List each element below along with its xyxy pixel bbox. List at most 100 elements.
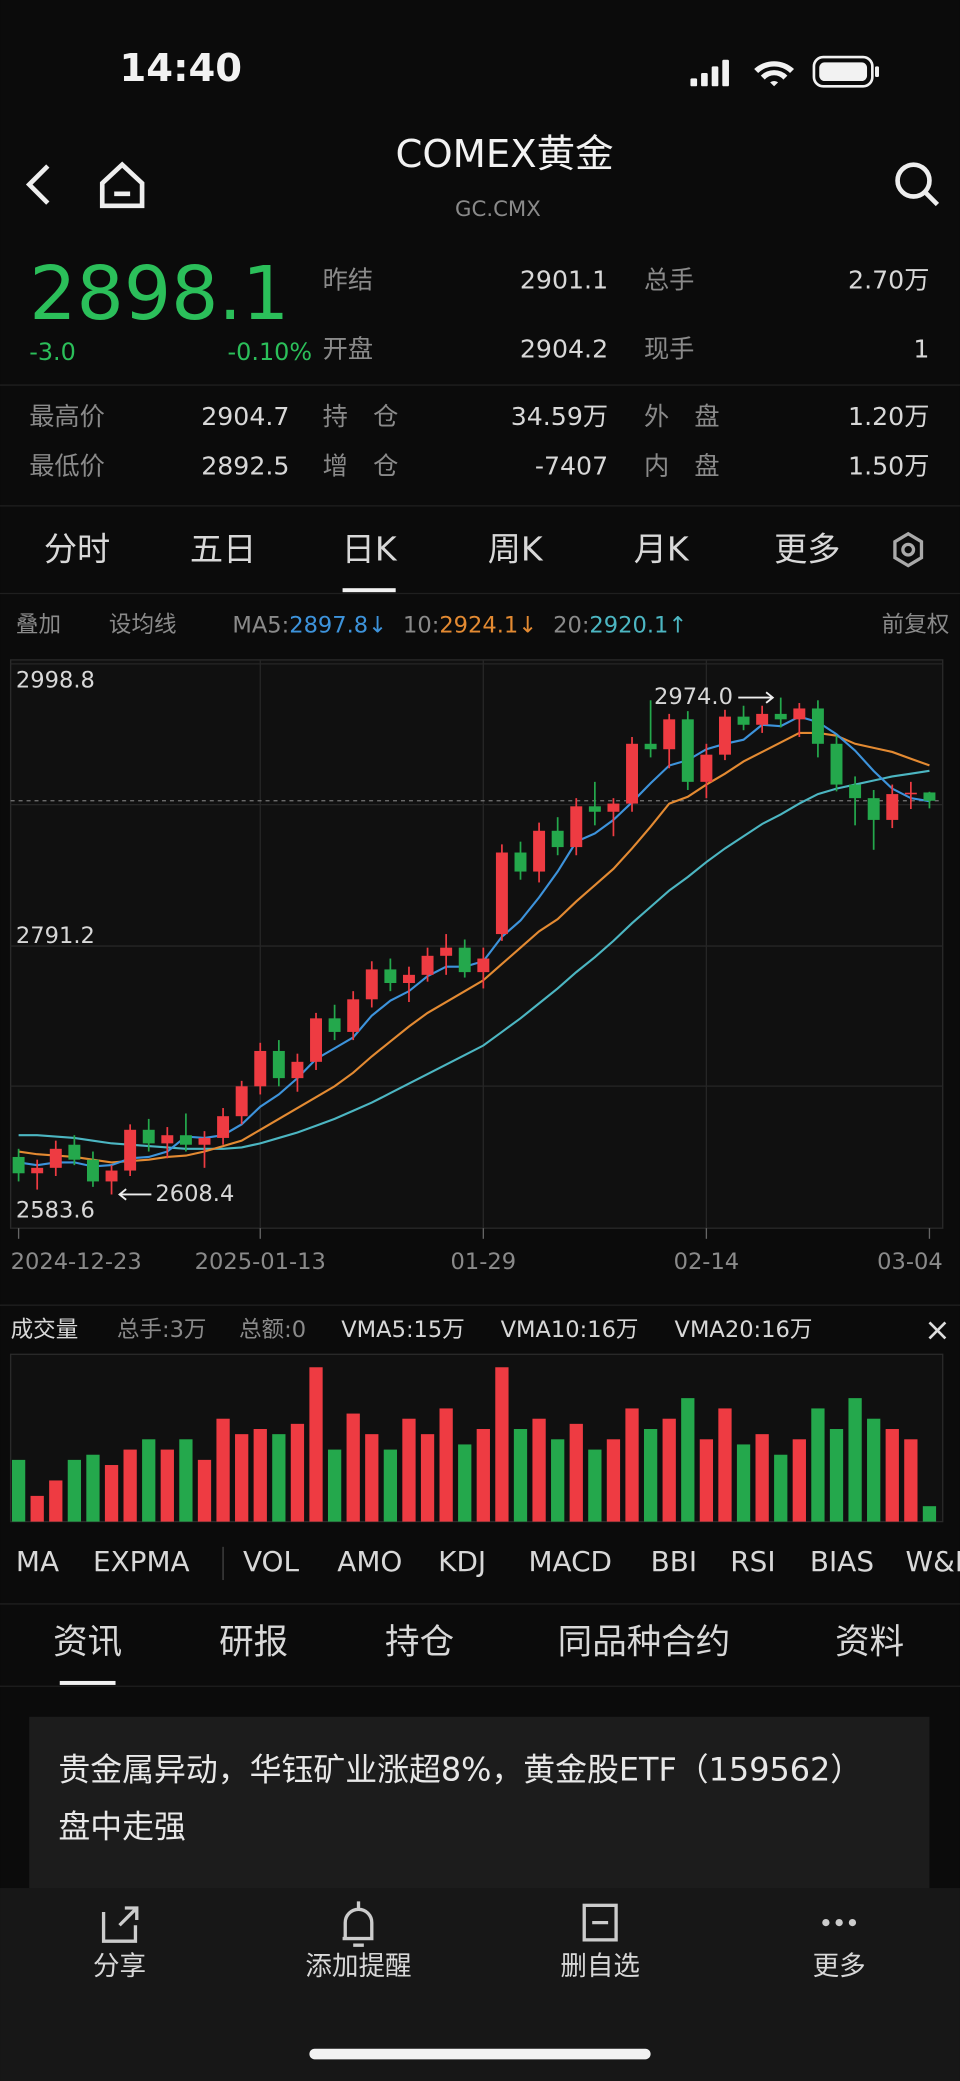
candle-body	[644, 743, 657, 750]
info-tab[interactable]: 同品种合约	[558, 1622, 731, 1662]
volume-bar	[402, 1418, 416, 1522]
toolbar-label[interactable]: 删自选	[560, 1951, 640, 1982]
indicator-tab[interactable]: W&R	[906, 1545, 960, 1578]
toolbar-label[interactable]: 添加提醒	[305, 1951, 411, 1982]
indicator-tab[interactable]: MACD	[528, 1545, 612, 1578]
volume-bar	[197, 1459, 212, 1522]
search-button[interactable]	[895, 162, 940, 207]
ma20-label: 20:	[553, 612, 589, 638]
volume-bar	[904, 1439, 918, 1522]
settings-button[interactable]	[893, 531, 924, 568]
volume-bar	[829, 1429, 844, 1522]
indicator-tab[interactable]: VOL	[243, 1545, 300, 1578]
field-value: 2892.5	[201, 451, 289, 480]
indicator-tab[interactable]: EXPMA	[93, 1545, 190, 1578]
candle-body	[440, 947, 453, 956]
volume-bar	[718, 1408, 732, 1522]
period-tabs: 分时 五日 日K 周K 月K 更多	[44, 530, 840, 593]
news-text: 贵金属异动，华钰矿业涨超8%，黄金股ETF（159562）盘中走强	[58, 1751, 863, 1846]
news-card[interactable]	[29, 1716, 930, 1897]
volume-bar	[532, 1418, 546, 1522]
volume-bar	[569, 1423, 583, 1522]
field-value: 1	[913, 335, 929, 364]
candle-body	[849, 784, 862, 799]
candle-body	[235, 1086, 248, 1117]
candle-body	[68, 1144, 81, 1160]
overlay-button[interactable]: 叠加	[16, 612, 61, 638]
volume-bar	[736, 1444, 751, 1522]
volume-bar	[11, 1459, 26, 1522]
volume-bar	[699, 1439, 714, 1522]
candle-body	[626, 743, 639, 804]
volume-bar	[160, 1449, 174, 1522]
indicator-tab[interactable]: AMO	[337, 1545, 402, 1578]
volume-bar	[123, 1449, 137, 1522]
period-tab[interactable]: 月K	[634, 530, 690, 569]
candle-body	[607, 803, 620, 812]
toolbar-label[interactable]: 分享	[93, 1951, 146, 1982]
close-volume[interactable]	[928, 1321, 947, 1340]
candle-body	[495, 852, 508, 935]
candle-body	[272, 1050, 285, 1079]
volume-bar	[885, 1429, 899, 1522]
field-value: -7407	[535, 451, 608, 480]
volume-bar	[272, 1434, 286, 1522]
high-arrow	[738, 691, 775, 704]
set-ma-button[interactable]: 设均线	[109, 612, 177, 638]
candle-body	[681, 719, 694, 782]
price-change: -3.0	[29, 338, 76, 366]
volume-bar	[848, 1398, 862, 1522]
candle-body	[477, 958, 490, 973]
volume-bar	[495, 1367, 509, 1522]
kline-chart: 2998.8 2791.2 2583.6 2024-12-23 2025-01-13 01…	[11, 659, 943, 1275]
home-button[interactable]	[99, 161, 145, 209]
ma5-label: MA5:	[232, 612, 289, 638]
field-label: 总手	[644, 265, 694, 294]
volume-bar	[681, 1398, 695, 1522]
candle-body	[700, 754, 713, 782]
volume-bar	[476, 1429, 490, 1522]
period-tab[interactable]: 五日	[190, 530, 256, 569]
candle-body	[347, 999, 360, 1032]
back-button[interactable]	[25, 164, 50, 205]
info-tab[interactable]: 资讯	[53, 1622, 122, 1662]
candle-body	[867, 798, 880, 820]
candle-body	[179, 1135, 192, 1145]
period-tab[interactable]: 分时	[44, 530, 110, 569]
field-label: 内 盘	[644, 451, 720, 480]
period-tab[interactable]: 日K	[342, 530, 398, 569]
info-tab[interactable]: 研报	[219, 1622, 288, 1662]
info-tab[interactable]: 资料	[835, 1622, 904, 1662]
volume-bar	[309, 1367, 323, 1522]
total-amount: 总额:0	[239, 1317, 306, 1343]
active-underline	[59, 1680, 116, 1685]
volume-bar	[346, 1413, 360, 1522]
price-change-pct: -0.10%	[228, 338, 312, 366]
info-tab[interactable]: 持仓	[385, 1622, 454, 1662]
x-tick-label: 01-29	[451, 1249, 517, 1275]
ma5-value: 2897.8	[289, 612, 368, 638]
info-tabs: 资讯 研报 持仓 同品种合约 资料	[53, 1622, 904, 1685]
news-headline[interactable]: 贵金属异动，华钰矿业涨超8%，黄金股ETF（159562）盘中走强	[58, 1751, 863, 1846]
volume-bar	[142, 1439, 156, 1522]
toolbar-label[interactable]: 更多	[813, 1951, 866, 1982]
volume-bar	[179, 1439, 193, 1522]
adjust-button[interactable]: 前复权	[882, 612, 950, 638]
volume-bar	[458, 1444, 472, 1522]
indicator-tab[interactable]: KDJ	[438, 1545, 486, 1578]
indicator-tab[interactable]: MA	[16, 1545, 59, 1578]
candle-body	[756, 713, 769, 725]
candle-body	[402, 974, 415, 983]
volume-bar	[253, 1429, 267, 1522]
period-tab[interactable]: 周K	[488, 530, 544, 569]
indicator-tab[interactable]: BBI	[651, 1545, 697, 1578]
indicator-tab[interactable]: BIAS	[810, 1545, 874, 1578]
period-tab[interactable]: 更多	[774, 530, 840, 569]
indicator-tab[interactable]: RSI	[730, 1545, 775, 1578]
candle-body	[86, 1159, 99, 1182]
ma5-line	[18, 715, 930, 1168]
candle-body	[198, 1137, 211, 1145]
volume-bar	[365, 1434, 379, 1522]
